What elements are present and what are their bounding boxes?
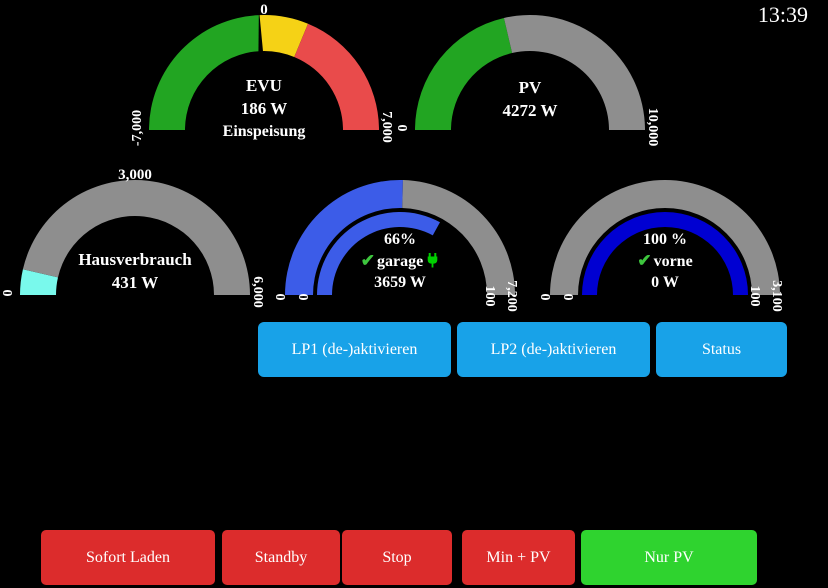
gauge-inner-min-label: 0 (562, 293, 577, 301)
gauge-mid-scale-label: 0 (260, 2, 268, 18)
gauge-chargepoint-vorne: 0 0 100 3,100 100 % ✔ vorne 0 W (525, 170, 805, 320)
mode-standby-button[interactable]: Standby (222, 530, 340, 585)
gauge-value: 3659 W (374, 274, 426, 291)
gauge-text: PV 4272 W (390, 76, 670, 122)
gauge-outer-min-label: 0 (539, 293, 554, 301)
lp1-toggle-button[interactable]: LP1 (de-)aktivieren (258, 322, 451, 377)
gauge-arc (550, 180, 780, 295)
gauge-name-line: ✔ garage (260, 250, 540, 272)
lp2-toggle-button[interactable]: LP2 (de-)aktivieren (457, 322, 650, 377)
gauge-min-label: 0 (396, 124, 411, 132)
gauge-soc: 100 % (643, 231, 687, 248)
gauge-value: 0 W (651, 274, 679, 291)
check-icon: ✔ (637, 251, 652, 270)
gauge-mid-scale-label: 3,000 (118, 167, 152, 183)
gauge-value: 4272 W (502, 101, 558, 120)
gauge-text: 100 % ✔ vorne 0 W (525, 229, 805, 293)
gauge-text: Hausverbrauch 431 W (0, 248, 275, 294)
gauge-arc (415, 14, 645, 131)
plug-icon (426, 253, 439, 270)
gauge-title: PV (518, 78, 542, 97)
gauge-soc: 66% (384, 231, 416, 248)
gauge-needle (258, 8, 265, 65)
mode-sofort-laden-button[interactable]: Sofort Laden (41, 530, 215, 585)
gauge-name-line: ✔ vorne (525, 250, 805, 272)
gauge-text: 66% ✔ garage 3659 W (260, 229, 540, 293)
check-icon: ✔ (360, 251, 376, 270)
gauge-value: 186 W (240, 99, 288, 118)
gauge-chargepoint-garage: 0 0 100 7,200 66% ✔ garage 3659 W (260, 170, 540, 320)
gauge-arc (20, 180, 251, 295)
gauge-evu: 0 -7,000 7,000 EVU 186 W Einspeisung (124, 2, 404, 155)
gauge-arc (285, 180, 515, 295)
gauge-hausverbrauch: 3,000 0 6,000 Hausverbrauch 431 W (0, 167, 275, 320)
chargepoint-name: vorne (653, 253, 693, 270)
gauge-title: EVU (246, 76, 282, 95)
clock: 13:39 (757, 2, 808, 27)
gauge-pv: 0 10,000 PV 4272 W (390, 5, 670, 155)
gauge-outer-min-label: 0 (274, 293, 289, 301)
mode-min-pv-button[interactable]: Min + PV (462, 530, 575, 585)
gauge-value: 431 W (111, 273, 159, 292)
gauge-subtitle: Einspeisung (222, 123, 306, 140)
gauge-text: EVU 186 W Einspeisung (124, 74, 404, 143)
mode-nur-pv-button[interactable]: Nur PV (581, 530, 757, 585)
gauge-inner-min-label: 0 (297, 293, 312, 301)
chargepoint-name: garage (377, 253, 424, 270)
status-button[interactable]: Status (656, 322, 787, 377)
gauge-title: Hausverbrauch (78, 250, 192, 269)
mode-stop-button[interactable]: Stop (342, 530, 452, 585)
gauge-arc (149, 8, 379, 131)
